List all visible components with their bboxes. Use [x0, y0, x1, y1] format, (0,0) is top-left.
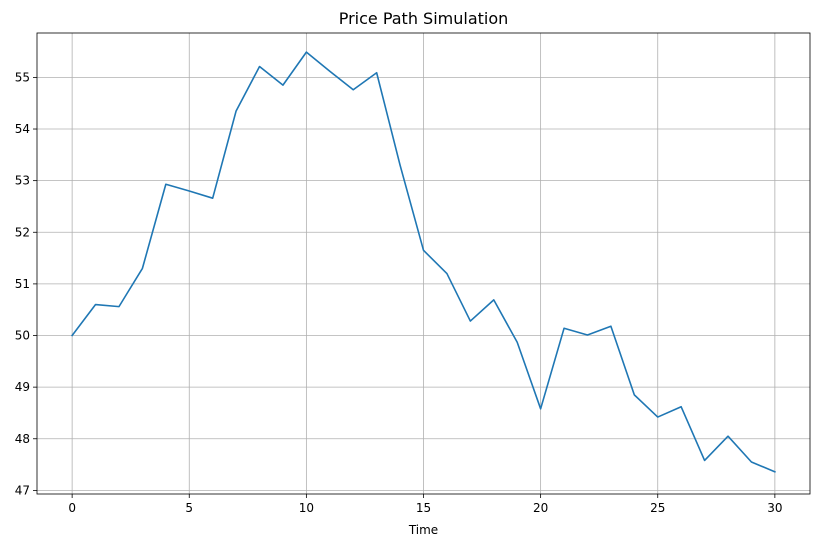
x-tick-label: 25	[650, 501, 665, 515]
x-tick-label: 30	[767, 501, 782, 515]
chart-title: Price Path Simulation	[339, 9, 509, 28]
y-tick-label: 52	[15, 225, 30, 239]
x-tick-label: 15	[416, 501, 431, 515]
axis-ticks: 0 5 10 15 20 25 30 47 48 49 50 51 52 53 54 55	[15, 70, 783, 515]
y-tick-label: 54	[15, 122, 30, 136]
y-tick-label: 50	[15, 329, 30, 343]
x-axis-label: Time	[408, 523, 438, 537]
x-tick-label: 10	[299, 501, 314, 515]
y-tick-label: 51	[15, 277, 30, 291]
series-layer	[71, 51, 776, 473]
x-tick-label: 5	[185, 501, 193, 515]
y-tick-label: 55	[15, 70, 30, 84]
y-tick-label: 47	[15, 483, 30, 497]
price-series-line	[71, 51, 776, 473]
plot-frame	[36, 32, 811, 495]
x-tick-label: 0	[68, 501, 76, 515]
y-tick-label: 53	[15, 174, 30, 188]
y-tick-label: 49	[15, 380, 30, 394]
grid-lines	[37, 33, 810, 494]
y-tick-label: 48	[15, 432, 30, 446]
x-tick-label: 20	[533, 501, 548, 515]
